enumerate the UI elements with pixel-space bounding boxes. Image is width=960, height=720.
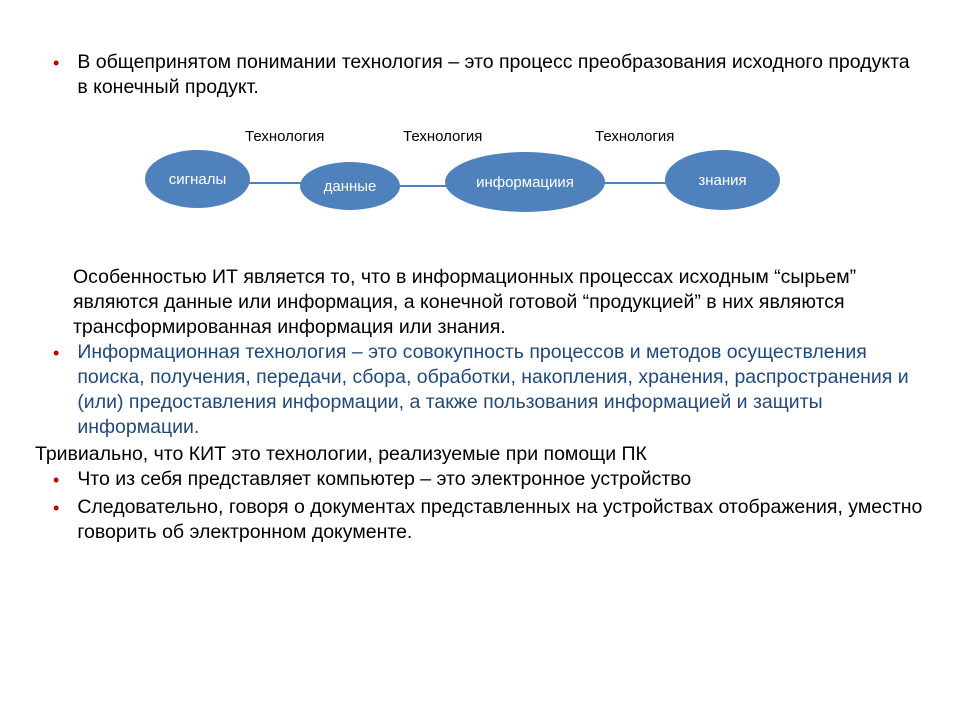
node-data: данные	[300, 162, 400, 210]
bullet-dot: •	[53, 495, 59, 545]
bullet-text-5: Что из себя представляет компьютер – это…	[77, 467, 691, 493]
connector-1	[245, 182, 305, 184]
bullet-text-1: В общепринятом понимании технология – эт…	[77, 50, 925, 100]
bullet-dot: •	[53, 340, 59, 440]
edge-label-2: Технология	[403, 128, 482, 145]
connector-3	[600, 182, 670, 184]
paragraph-2: Особенностью ИТ является то, что в инфор…	[73, 265, 925, 340]
bullet-item-6: • Следовательно, говоря о документах пре…	[35, 495, 925, 545]
bullet-dot: •	[53, 50, 59, 100]
flow-diagram: сигналы данные информациия знания Технол…	[145, 120, 845, 235]
term-it: Информационная технология	[77, 341, 352, 363]
paragraph-4: Тривиально, что КИТ это технологии, реал…	[35, 442, 925, 467]
bullet-dot: •	[53, 467, 59, 493]
bullet-item-5: • Что из себя представляет компьютер – э…	[35, 467, 925, 493]
bullet-item-3: • Информационная технология – это совоку…	[35, 340, 925, 440]
node-knowledge: знания	[665, 150, 780, 210]
node-signals: сигналы	[145, 150, 250, 208]
slide-content: • В общепринятом понимании технология – …	[0, 0, 960, 567]
bullet-text-3: Информационная технология – это совокупн…	[77, 340, 925, 440]
edge-label-1: Технология	[245, 128, 324, 145]
connector-2	[395, 185, 450, 187]
node-information: информациия	[445, 152, 605, 212]
bullet-item-1: • В общепринятом понимании технология – …	[35, 50, 925, 100]
bullet-text-6: Следовательно, говоря о документах предс…	[77, 495, 925, 545]
edge-label-3: Технология	[595, 128, 674, 145]
